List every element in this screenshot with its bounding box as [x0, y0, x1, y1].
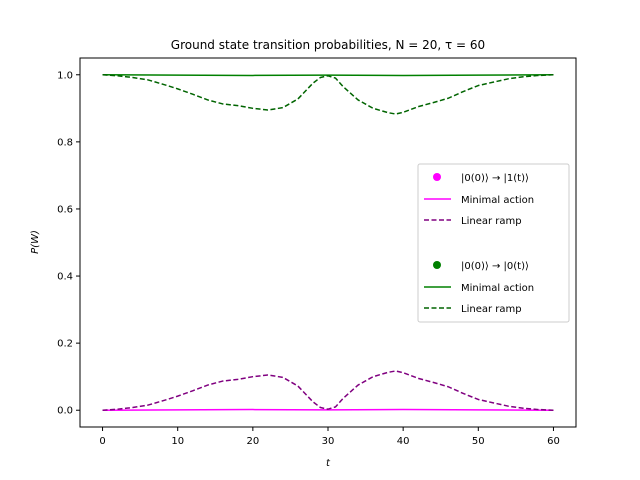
- x-tick-label: 50: [472, 436, 485, 447]
- y-tick-label: 0.4: [57, 272, 73, 283]
- x-tick-label: 0: [99, 436, 105, 447]
- legend-label-minimal-2: Minimal action: [461, 283, 534, 294]
- x-tick-label: 10: [171, 436, 184, 447]
- x-axis-label: t: [326, 458, 331, 469]
- legend-box: [417, 163, 570, 323]
- y-axis-label: P(W): [30, 230, 41, 254]
- x-tick-label: 20: [246, 436, 259, 447]
- y-tick-label: 0.8: [57, 137, 73, 148]
- y-tick-label: 0.2: [57, 339, 73, 350]
- x-tick-label: 60: [547, 436, 560, 447]
- chart-title: Ground state transition probabilities, N…: [171, 38, 485, 52]
- legend-label-linear-2: Linear ramp: [461, 304, 522, 315]
- y-tick-label: 1.0: [57, 70, 73, 81]
- legend-marker-0-1: [433, 173, 441, 181]
- y-tick-label: 0.0: [57, 406, 73, 417]
- legend-label-linear-1: Linear ramp: [461, 216, 522, 227]
- series-line-1: [102, 370, 554, 411]
- legend-marker-0-0: [433, 261, 441, 269]
- legend-label-minimal-1: Minimal action: [461, 195, 534, 206]
- y-axis-ticks: 0.0 0.2 0.4 0.6 0.8 1.0: [57, 70, 80, 417]
- legend-label-0-1: |0(0)⟩ → |1(t)⟩: [461, 173, 529, 184]
- series-line-3: [102, 74, 554, 115]
- legend: |0(0)⟩ → |1(t)⟩ Minimal action Linear ra…: [417, 163, 570, 323]
- y-tick-label: 0.6: [57, 204, 73, 215]
- x-axis-ticks: 0 10 20 30 40 50 60: [99, 427, 560, 447]
- x-tick-label: 40: [397, 436, 410, 447]
- legend-label-0-0: |0(0)⟩ → |0(t)⟩: [461, 261, 529, 272]
- plot-lines: [102, 74, 554, 411]
- x-tick-label: 30: [322, 436, 335, 447]
